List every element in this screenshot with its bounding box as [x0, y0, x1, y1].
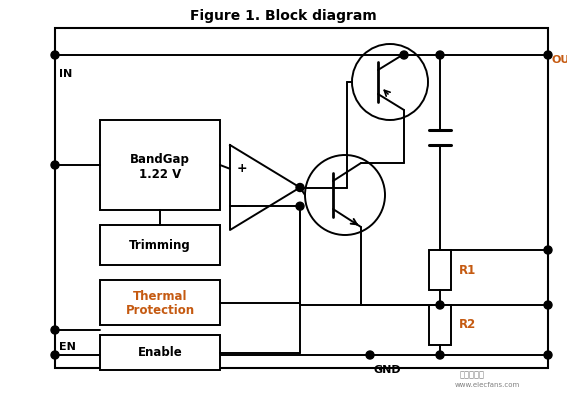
Circle shape — [51, 161, 59, 169]
Text: R2: R2 — [459, 318, 476, 332]
Circle shape — [366, 351, 374, 359]
Text: BandGap: BandGap — [130, 154, 190, 167]
Text: IN: IN — [59, 69, 72, 79]
Text: −: − — [237, 200, 247, 213]
Bar — [55, 28, 548, 368]
Bar — [100, 225, 220, 265]
Circle shape — [51, 351, 59, 359]
Circle shape — [296, 184, 304, 191]
Text: 电子发烧友: 电子发烧友 — [460, 371, 485, 380]
Text: GND: GND — [374, 365, 401, 375]
Text: 1.22 V: 1.22 V — [139, 169, 181, 182]
Circle shape — [544, 301, 552, 309]
Bar — [100, 335, 220, 370]
Text: +: + — [236, 162, 247, 175]
Circle shape — [296, 202, 304, 210]
Text: Enable: Enable — [138, 346, 183, 359]
Circle shape — [436, 351, 444, 359]
Bar — [100, 120, 220, 210]
Circle shape — [51, 326, 59, 334]
Text: OUT: OUT — [552, 55, 567, 65]
Text: EN: EN — [59, 342, 76, 352]
Circle shape — [436, 51, 444, 59]
Bar — [429, 250, 451, 290]
Circle shape — [544, 246, 552, 254]
Circle shape — [544, 351, 552, 359]
Text: Trimming: Trimming — [129, 239, 191, 252]
Circle shape — [436, 301, 444, 309]
Text: www.elecfans.com: www.elecfans.com — [455, 382, 521, 388]
Text: Thermal: Thermal — [133, 290, 187, 303]
Circle shape — [51, 51, 59, 59]
Circle shape — [400, 51, 408, 59]
Text: Figure 1. Block diagram: Figure 1. Block diagram — [190, 9, 377, 23]
Circle shape — [544, 51, 552, 59]
Text: Protection: Protection — [125, 304, 194, 317]
Text: R1: R1 — [459, 263, 476, 277]
Bar — [100, 280, 220, 325]
Bar — [429, 305, 451, 345]
